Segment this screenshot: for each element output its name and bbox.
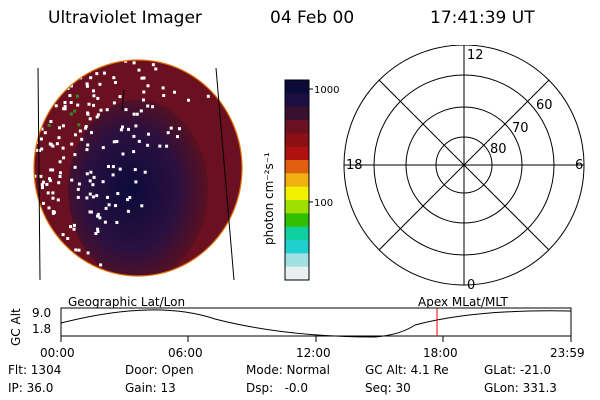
lat-label-70: 70	[512, 121, 529, 136]
mlt-label-18: 18	[346, 158, 363, 173]
colorbar-band	[285, 240, 309, 254]
polar-grid: 12 18 6 0 60 70 80	[343, 45, 585, 293]
colorbar-band	[285, 200, 309, 214]
colorbar-band	[285, 93, 309, 108]
sequence-number: Seq: 30	[365, 381, 411, 395]
image-time: 17:41:39 UT	[430, 8, 535, 28]
orbit-x-tick-1200: 12:00	[296, 346, 331, 360]
mlt-label-6: 6	[575, 158, 583, 173]
colorbar-band	[285, 186, 309, 201]
orbit-x-tick-1800: 18:00	[423, 346, 458, 360]
mlt-label-12: 12	[467, 48, 484, 63]
colorbar-band	[285, 160, 309, 174]
lat-label-60: 60	[536, 98, 553, 113]
colorbar-band	[285, 146, 309, 161]
colorbar-tick-100: 100	[314, 198, 333, 209]
auroral-image	[33, 59, 243, 281]
dsp-value: Dsp: -0.0	[246, 381, 309, 395]
lat-label-80: 80	[490, 142, 507, 157]
ip-value: IP: 36.0	[8, 381, 54, 395]
geographic-latitude: GLat: -21.0	[484, 363, 551, 377]
instrument-title: Ultraviolet Imager	[48, 8, 202, 28]
colorbar: 1000 100	[284, 79, 339, 281]
colorbar-unit-label: photon cm⁻²s⁻¹	[262, 152, 276, 245]
mode-value: Mode: Normal	[246, 363, 330, 377]
orbit-x-tick-2359: 23:59	[550, 346, 585, 360]
colorbar-gradient	[285, 80, 309, 281]
colorbar-band	[285, 226, 309, 241]
colorbar-band	[285, 173, 309, 188]
colorbar-band	[285, 120, 309, 134]
colorbar-band	[285, 213, 309, 228]
colorbar-band	[285, 106, 309, 121]
door-status: Door: Open	[125, 363, 194, 377]
colorbar-tick-1000: 1000	[314, 85, 339, 96]
gc-altitude: GC Alt: 4.1 Re	[365, 363, 449, 377]
orbit-y-axis-label: GC Alt	[9, 308, 23, 346]
colorbar-band	[285, 133, 309, 148]
colorbar-band	[285, 80, 309, 94]
orbit-plot	[60, 307, 572, 342]
geographic-longitude: GLon: 331.3	[484, 381, 557, 395]
image-date: 04 Feb 00	[270, 8, 355, 28]
orbit-x-tick-0000: 00:00	[40, 346, 75, 360]
orbit-right-title: Apex MLat/MLT	[418, 295, 508, 309]
colorbar-band	[285, 266, 309, 281]
flight-number: Flt: 1304	[8, 363, 62, 377]
mlt-label-0: 0	[467, 278, 475, 293]
orbit-x-tick-0600: 06:00	[168, 346, 203, 360]
colorbar-band	[285, 253, 309, 268]
orbit-left-title: Geographic Lat/Lon	[68, 295, 186, 309]
globe-disk	[34, 60, 242, 276]
orbit-y-tick-9: 9.0	[32, 306, 52, 320]
orbit-y-tick-1.8: 1.8	[32, 322, 52, 336]
gain-value: Gain: 13	[125, 381, 176, 395]
